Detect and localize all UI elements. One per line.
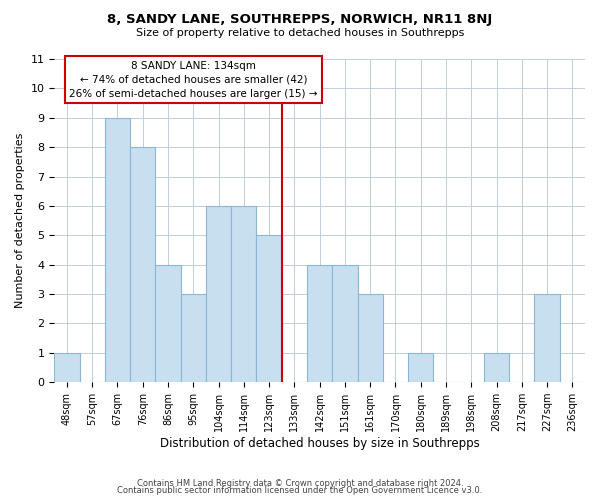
Text: 8, SANDY LANE, SOUTHREPPS, NORWICH, NR11 8NJ: 8, SANDY LANE, SOUTHREPPS, NORWICH, NR11…	[107, 12, 493, 26]
Bar	[535, 294, 560, 382]
Bar	[206, 206, 231, 382]
Bar	[54, 353, 80, 382]
Bar	[155, 264, 181, 382]
Bar	[256, 236, 282, 382]
Y-axis label: Number of detached properties: Number of detached properties	[15, 133, 25, 308]
Bar	[130, 147, 155, 382]
Bar	[307, 264, 332, 382]
Text: Contains HM Land Registry data © Crown copyright and database right 2024.: Contains HM Land Registry data © Crown c…	[137, 478, 463, 488]
X-axis label: Distribution of detached houses by size in Southrepps: Distribution of detached houses by size …	[160, 437, 479, 450]
Bar	[358, 294, 383, 382]
Text: Size of property relative to detached houses in Southrepps: Size of property relative to detached ho…	[136, 28, 464, 38]
Bar	[484, 353, 509, 382]
Text: 8 SANDY LANE: 134sqm
← 74% of detached houses are smaller (42)
26% of semi-detac: 8 SANDY LANE: 134sqm ← 74% of detached h…	[69, 60, 317, 98]
Bar	[105, 118, 130, 382]
Text: Contains public sector information licensed under the Open Government Licence v3: Contains public sector information licen…	[118, 486, 482, 495]
Bar	[408, 353, 433, 382]
Bar	[231, 206, 256, 382]
Bar	[332, 264, 358, 382]
Bar	[181, 294, 206, 382]
